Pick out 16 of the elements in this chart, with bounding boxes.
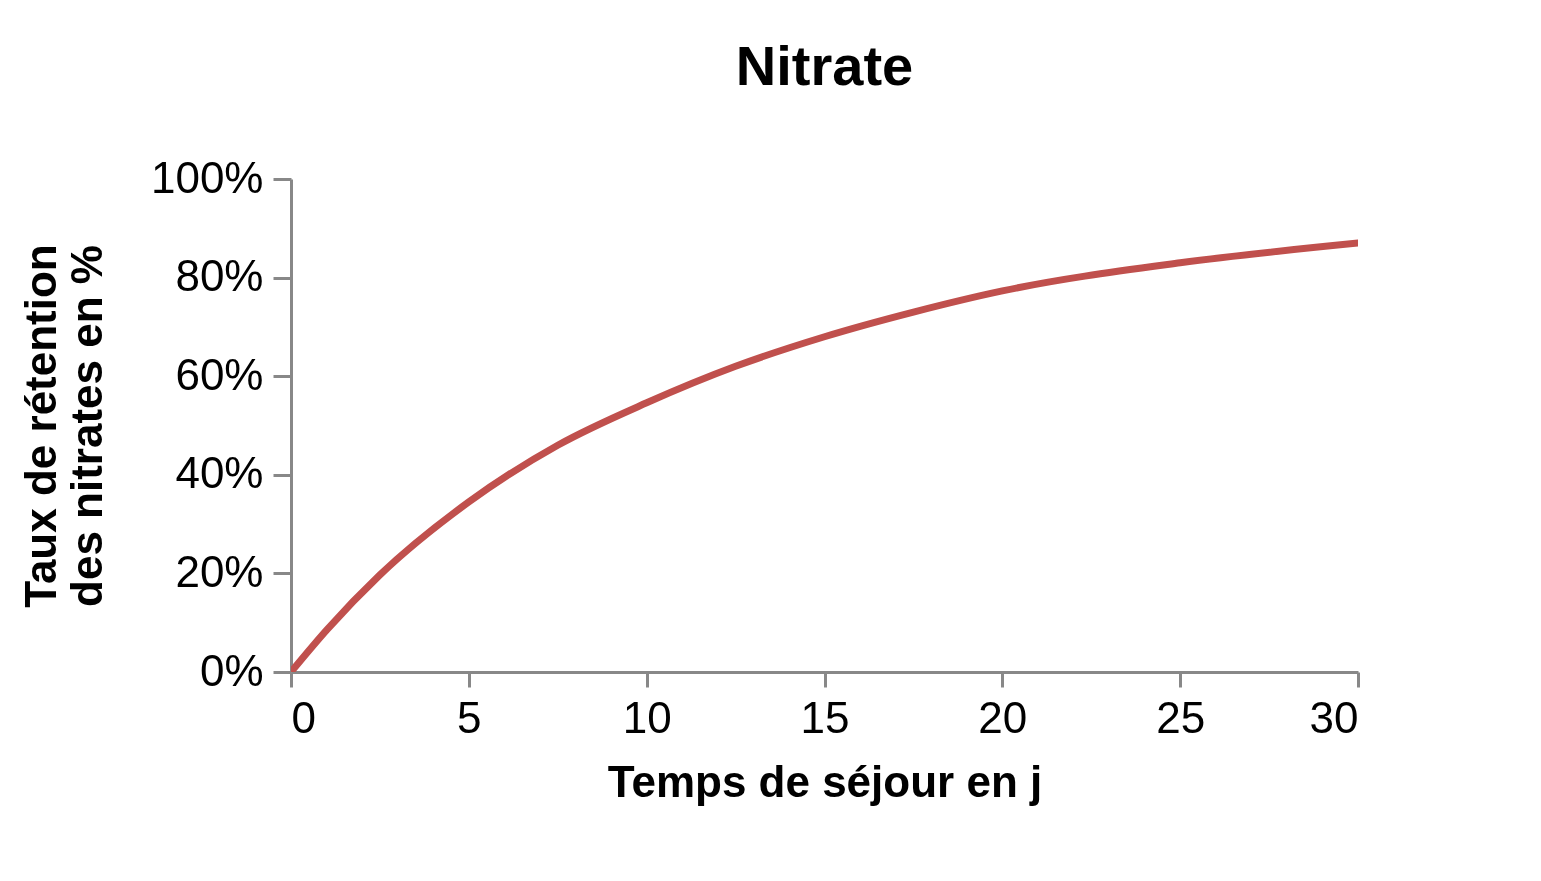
y-tick-label: 60% (175, 349, 264, 399)
y-tick-label: 0% (199, 645, 264, 695)
y-tick-label: 20% (175, 546, 264, 596)
y-tick-label: 100% (150, 152, 264, 202)
x-tick-label: 0 (291, 692, 316, 742)
y-tick-label: 40% (175, 448, 264, 498)
x-tick-label: 5 (457, 692, 482, 742)
x-tick-label: 20 (978, 692, 1028, 742)
x-axis-title: Temps de séjour en j (607, 756, 1043, 806)
x-tick-label: 15 (800, 692, 850, 742)
y-tick-label: 80% (175, 251, 264, 301)
chart-title: Nitrate (735, 34, 914, 97)
x-tick-label: 30 (1309, 692, 1359, 742)
y-axis-title: Taux de rétention des nitrates en % (15, 244, 111, 608)
x-tick-label: 10 (622, 692, 672, 742)
x-tick-label: 25 (1156, 692, 1206, 742)
